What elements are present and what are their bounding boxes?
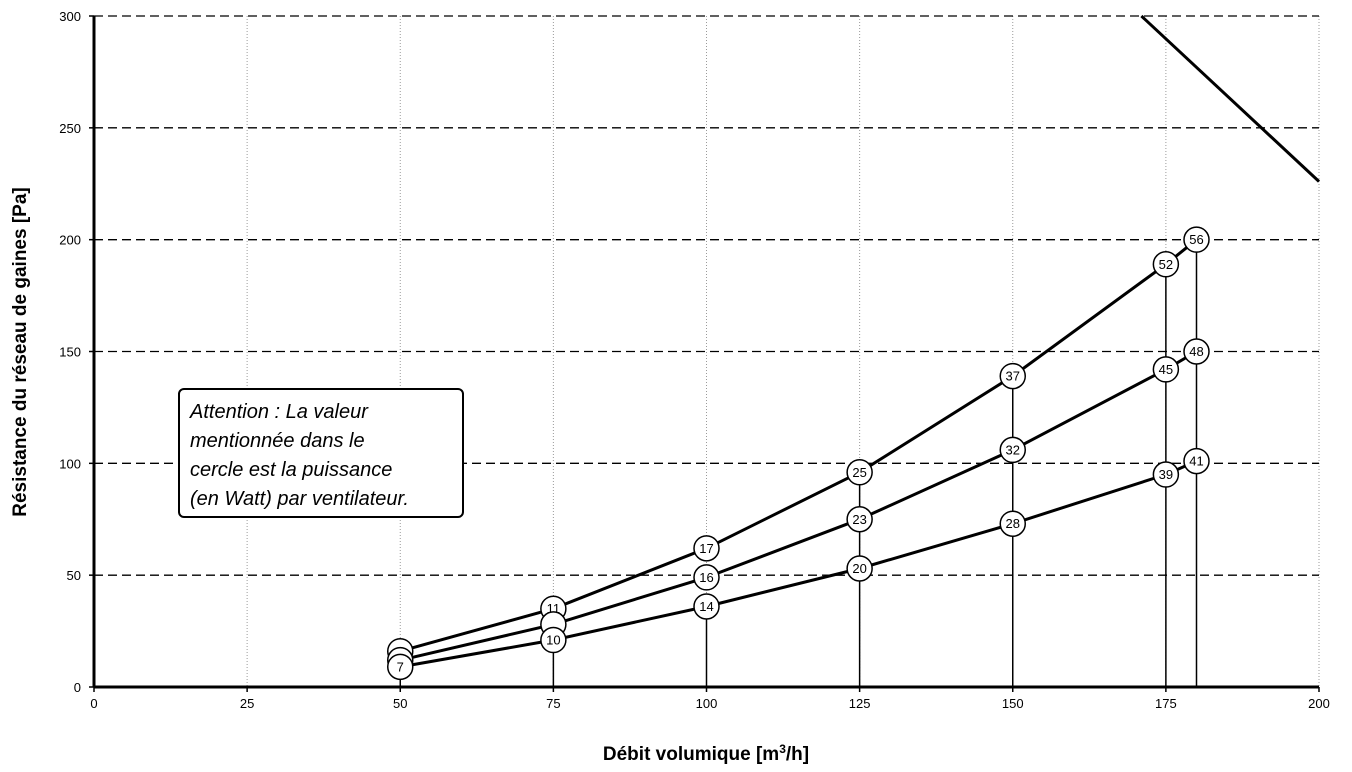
y-tick-label: 300 bbox=[59, 9, 81, 24]
x-tick-label: 25 bbox=[240, 696, 254, 711]
point-marker bbox=[999, 362, 1026, 390]
point-label: 20 bbox=[852, 561, 866, 576]
point-marker bbox=[846, 459, 873, 486]
x-axis-title: Débit volumique [m3/h] bbox=[603, 742, 809, 765]
point-label: 52 bbox=[1159, 257, 1173, 272]
point-label: 14 bbox=[699, 599, 713, 614]
y-tick-label: 150 bbox=[59, 345, 81, 360]
y-tick-label: 250 bbox=[59, 121, 81, 136]
point-marker bbox=[846, 506, 873, 533]
series-line bbox=[399, 350, 1198, 662]
x-tick-label: 75 bbox=[546, 696, 560, 711]
point-label: 23 bbox=[852, 512, 866, 527]
point-marker bbox=[1152, 461, 1180, 488]
axes bbox=[89, 15, 1320, 692]
x-tick-label: 100 bbox=[696, 696, 718, 711]
point-marker bbox=[1183, 226, 1210, 253]
point-marker bbox=[540, 626, 567, 654]
point-marker bbox=[693, 535, 720, 562]
point-marker bbox=[1183, 338, 1210, 365]
point-marker bbox=[387, 653, 414, 681]
series-line bbox=[1140, 14, 1321, 183]
x-tick-label: 0 bbox=[90, 696, 97, 711]
point-marker bbox=[846, 555, 873, 582]
point-marker bbox=[1152, 251, 1180, 278]
series-line bbox=[399, 238, 1198, 653]
point-label: 16 bbox=[699, 570, 713, 585]
point-marker bbox=[999, 436, 1026, 464]
point-label: 25 bbox=[852, 465, 866, 480]
x-tick-label: 150 bbox=[1002, 696, 1024, 711]
y-tick-label: 50 bbox=[67, 568, 81, 583]
y-tick-label: 100 bbox=[59, 456, 81, 471]
point-label: 45 bbox=[1159, 362, 1173, 377]
tick-labels: 0 25 50 75 100 125 150 175 200 0 50 100 150 200 250 300 bbox=[59, 9, 1330, 711]
point-label: 41 bbox=[1189, 454, 1203, 469]
point-label: 56 bbox=[1189, 232, 1203, 247]
note-box: Attention : La valeur mentionnée dans le… bbox=[178, 388, 464, 518]
x-tick-label: 200 bbox=[1308, 696, 1330, 711]
note-line: Attention : La valeur bbox=[190, 401, 368, 423]
point-marker bbox=[1183, 447, 1210, 475]
x-tick-label: 175 bbox=[1155, 696, 1177, 711]
point-marker bbox=[693, 593, 720, 620]
y-tick-label: 0 bbox=[74, 680, 81, 695]
point-label: 28 bbox=[1006, 516, 1020, 531]
point-label: 32 bbox=[1006, 442, 1020, 457]
x-tick-label: 50 bbox=[393, 696, 407, 711]
point-label: 7 bbox=[397, 659, 404, 674]
note-line: (en Watt) par ventilateur. bbox=[190, 488, 409, 510]
y-tick-label: 200 bbox=[59, 233, 81, 248]
point-marker bbox=[999, 510, 1026, 537]
series-line bbox=[400, 459, 1198, 669]
x-tick-label: 125 bbox=[849, 696, 871, 711]
note-line: cercle est la puissance bbox=[190, 459, 393, 481]
point-label: 48 bbox=[1189, 344, 1203, 359]
y-axis-title: Résistance du réseau de gaines [Pa] bbox=[10, 187, 31, 516]
point-label: 17 bbox=[699, 541, 713, 556]
point-label: 37 bbox=[1006, 369, 1020, 384]
point-label: 10 bbox=[546, 633, 560, 648]
point-label: 39 bbox=[1159, 467, 1173, 482]
point-marker bbox=[693, 564, 720, 591]
note-line: mentionnée dans le bbox=[190, 430, 365, 452]
point-marker bbox=[1152, 356, 1180, 383]
